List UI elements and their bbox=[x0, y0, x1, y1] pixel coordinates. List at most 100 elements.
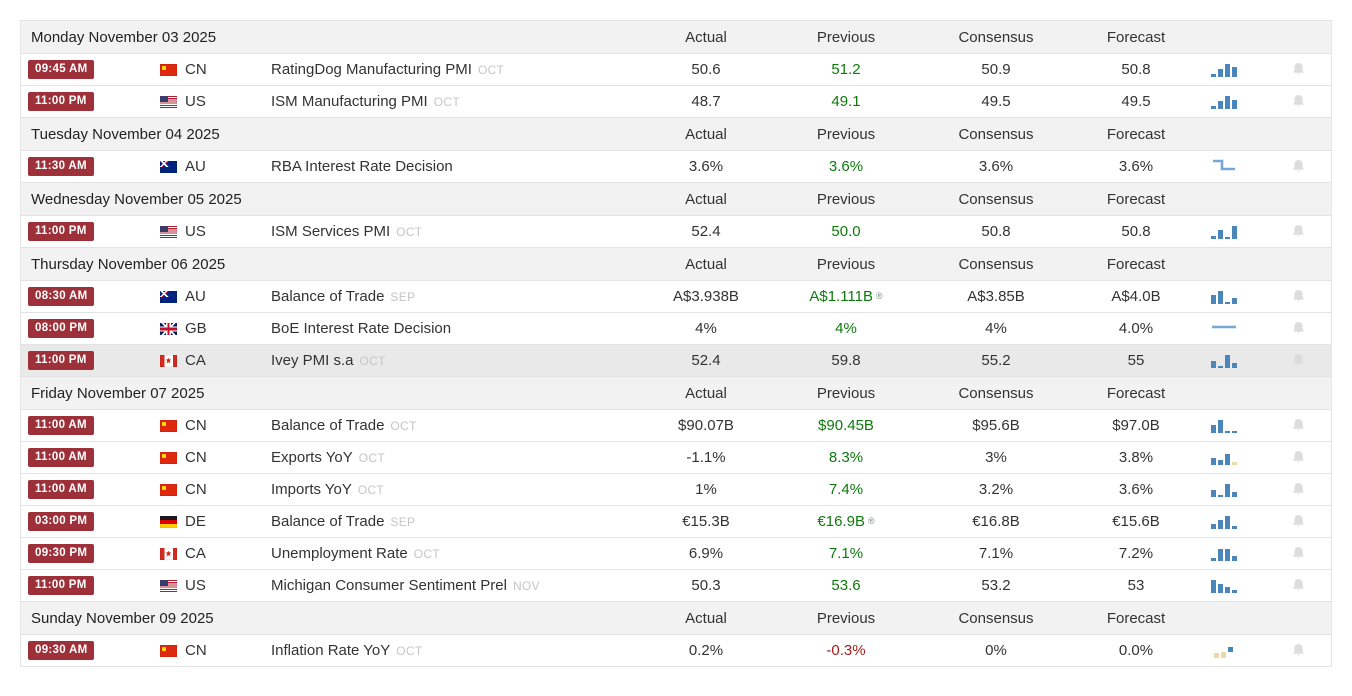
event-row[interactable]: 11:00 PM CA Ivey PMI s.a OCT 52.4 59.8 55.2 55 bbox=[21, 345, 1331, 377]
sparkline-bar bbox=[1217, 583, 1223, 593]
bell-icon[interactable] bbox=[1292, 643, 1305, 658]
sparkline-icon[interactable] bbox=[1210, 451, 1237, 465]
event-name[interactable]: ISM Manufacturing PMI bbox=[271, 93, 428, 110]
sparkline-icon[interactable] bbox=[1210, 354, 1237, 368]
time-badge: 11:30 AM bbox=[28, 156, 94, 177]
event-row[interactable]: 09:30 AM CN Inflation Rate YoY OCT 0.2% -0.3%… bbox=[21, 635, 1331, 667]
bell-icon[interactable] bbox=[1292, 159, 1305, 174]
event-row[interactable]: 09:30 PM CA Unemployment Rate OCT 6.9% 7.1% 7.… bbox=[21, 538, 1331, 570]
event-name[interactable]: RBA Interest Rate Decision bbox=[271, 158, 453, 175]
bell-icon[interactable] bbox=[1292, 321, 1305, 336]
bell-icon[interactable] bbox=[1292, 418, 1305, 433]
actual-value: $90.07B bbox=[678, 417, 734, 434]
previous-value: $90.45B bbox=[818, 417, 874, 434]
sparkline-icon[interactable] bbox=[1210, 419, 1237, 433]
sparkline-bar bbox=[1224, 548, 1230, 561]
sparkline-icon[interactable] bbox=[1210, 483, 1237, 497]
time-cell: 08:00 PM bbox=[21, 313, 156, 344]
event-row[interactable]: 09:45 AM CN RatingDog Manufacturing PMI OCT… bbox=[21, 54, 1331, 86]
event-name[interactable]: Balance of Trade bbox=[271, 417, 385, 434]
bell-icon[interactable] bbox=[1292, 289, 1305, 304]
event-name-cell: Balance of Trade SEP bbox=[251, 281, 621, 312]
previous-value-cell: 49.1 bbox=[791, 86, 901, 117]
event-name[interactable]: Imports YoY bbox=[271, 481, 352, 498]
event-name-cell: Exports YoY OCT bbox=[251, 442, 621, 473]
sparkline-icon[interactable] bbox=[1210, 63, 1237, 77]
forecast-value: 49.5 bbox=[1121, 93, 1151, 110]
column-header-actual: Actual bbox=[685, 384, 727, 402]
event-row[interactable]: 11:00 PM US ISM Manufacturing PMI OCT 48.7 49… bbox=[21, 86, 1331, 118]
column-header-actual: Actual bbox=[685, 609, 727, 627]
event-name[interactable]: Exports YoY bbox=[271, 449, 353, 466]
sparkline-bar bbox=[1210, 424, 1216, 433]
previous-value-cell: 7.4% bbox=[791, 474, 901, 505]
sparkline-icon[interactable] bbox=[1210, 225, 1237, 239]
previous-value-cell: -0.3% bbox=[791, 635, 901, 666]
event-row[interactable]: 11:00 PM US Michigan Consumer Sentiment Pr… bbox=[21, 570, 1331, 602]
event-name[interactable]: RatingDog Manufacturing PMI bbox=[271, 61, 472, 78]
event-row[interactable]: 11:30 AM AU RBA Interest Rate Decision 3.6%… bbox=[21, 151, 1331, 183]
event-name[interactable]: ISM Services PMI bbox=[271, 223, 391, 240]
column-header-actual: Actual bbox=[685, 190, 727, 208]
bell-icon[interactable] bbox=[1292, 450, 1305, 465]
event-name[interactable]: BoE Interest Rate Decision bbox=[271, 320, 452, 337]
country-code: CA bbox=[185, 545, 206, 562]
sparkline-bar bbox=[1231, 589, 1237, 593]
country-code: GB bbox=[185, 320, 207, 337]
event-row[interactable]: 11:00 AM CN Exports YoY OCT -1.1% 8.3% 3% 3.8% bbox=[21, 442, 1331, 474]
bell-icon[interactable] bbox=[1292, 94, 1305, 109]
bell-cell bbox=[1266, 216, 1331, 247]
sparkline-cell bbox=[1181, 345, 1266, 376]
event-name[interactable]: Ivey PMI s.a bbox=[271, 352, 354, 369]
event-row[interactable]: 03:00 PM DE Balance of Trade SEP €15.3B €16.9… bbox=[21, 506, 1331, 538]
country-cell: US bbox=[156, 216, 251, 247]
flat-line-icon[interactable] bbox=[1210, 320, 1238, 338]
column-header-forecast: Forecast bbox=[1106, 125, 1166, 143]
sparkline-icon[interactable] bbox=[1210, 290, 1237, 304]
event-name[interactable]: Inflation Rate YoY bbox=[271, 642, 391, 659]
step-line-icon[interactable] bbox=[1210, 158, 1238, 176]
event-row[interactable]: 11:00 AM CN Balance of Trade OCT $90.07B $90.… bbox=[21, 410, 1331, 442]
day-date: Wednesday November 05 2025 bbox=[31, 190, 242, 208]
actual-value: 3.6% bbox=[688, 158, 724, 175]
sparkline-cell bbox=[1181, 635, 1266, 666]
sparkline-bar bbox=[1210, 457, 1216, 465]
event-name[interactable]: Balance of Trade bbox=[271, 288, 385, 305]
consensus-value: 50.8 bbox=[981, 223, 1011, 240]
previous-value: 7.4% bbox=[828, 481, 864, 498]
time-badge: 08:30 AM bbox=[28, 286, 95, 307]
forecast-value: A$4.0B bbox=[1111, 288, 1161, 305]
event-row[interactable]: 08:00 PM GB BoE Interest Rate Decision 4% 4%… bbox=[21, 313, 1331, 345]
sparkline-icon[interactable] bbox=[1210, 579, 1237, 593]
event-name[interactable]: Michigan Consumer Sentiment Prel bbox=[271, 577, 507, 594]
event-row[interactable]: 11:00 PM US ISM Services PMI OCT 52.4 50.0 50.… bbox=[21, 216, 1331, 248]
sparkline-icon[interactable] bbox=[1210, 547, 1237, 561]
sparkline-bar bbox=[1217, 494, 1223, 497]
sparkline-bar bbox=[1231, 66, 1237, 77]
sparkline-icon[interactable] bbox=[1210, 515, 1237, 529]
country-code: US bbox=[185, 223, 206, 240]
sparkline-bar bbox=[1228, 646, 1233, 652]
event-name[interactable]: Unemployment Rate bbox=[271, 545, 408, 562]
previous-value-cell: 8.3% bbox=[791, 442, 901, 473]
column-header-actual: Actual bbox=[685, 255, 727, 273]
reference-period: SEP bbox=[390, 289, 416, 304]
event-row[interactable]: 11:00 AM CN Imports YoY OCT 1% 7.4% 3.2% 3.6% bbox=[21, 474, 1331, 506]
bell-icon[interactable] bbox=[1292, 62, 1305, 77]
country-code: CN bbox=[185, 61, 207, 78]
bell-icon[interactable] bbox=[1292, 482, 1305, 497]
event-row[interactable]: 08:30 AM AU Balance of Trade SEP A$3.938B A$1… bbox=[21, 281, 1331, 313]
bell-icon[interactable] bbox=[1292, 224, 1305, 239]
country-cell: DE bbox=[156, 506, 251, 537]
previous-value-cell: 50.0 bbox=[791, 216, 901, 247]
sparkline-cell bbox=[1181, 538, 1266, 569]
bell-icon[interactable] bbox=[1292, 578, 1305, 593]
sparkline-icon[interactable] bbox=[1214, 644, 1233, 658]
bell-icon[interactable] bbox=[1292, 546, 1305, 561]
sparkline-bar bbox=[1224, 301, 1230, 304]
bell-icon[interactable] bbox=[1292, 353, 1305, 368]
bell-icon[interactable] bbox=[1292, 514, 1305, 529]
time-badge: 11:00 PM bbox=[28, 91, 94, 112]
sparkline-icon[interactable] bbox=[1210, 95, 1237, 109]
event-name[interactable]: Balance of Trade bbox=[271, 513, 385, 530]
